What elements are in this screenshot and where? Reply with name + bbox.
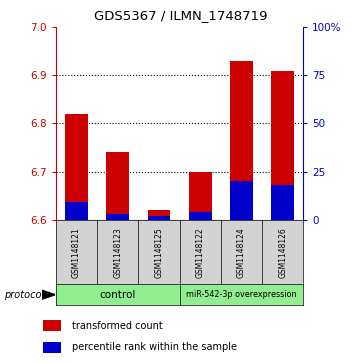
Bar [230, 181, 253, 220]
Text: control: control [100, 290, 136, 299]
Text: transformed count: transformed count [72, 321, 163, 331]
Bar [43, 320, 61, 331]
Text: miR-542-3p overexpression: miR-542-3p overexpression [186, 290, 297, 299]
Bar [65, 202, 88, 220]
Text: protocol: protocol [4, 290, 44, 300]
Bar [65, 114, 88, 220]
Text: GSM1148124: GSM1148124 [237, 227, 246, 278]
Text: GSM1148125: GSM1148125 [155, 227, 164, 278]
Bar [148, 210, 170, 220]
Text: GSM1148123: GSM1148123 [113, 227, 122, 278]
Text: GSM1148126: GSM1148126 [278, 227, 287, 278]
Polygon shape [42, 290, 55, 299]
Text: percentile rank within the sample: percentile rank within the sample [72, 342, 237, 352]
Bar [271, 70, 294, 220]
Text: GSM1148122: GSM1148122 [196, 227, 205, 278]
Bar [106, 152, 129, 220]
Bar [189, 172, 212, 220]
Text: GSM1148121: GSM1148121 [72, 227, 81, 278]
Bar [43, 342, 61, 353]
Bar [148, 216, 170, 220]
Bar [189, 212, 212, 220]
Bar [106, 214, 129, 220]
Bar [271, 185, 294, 220]
Text: GDS5367 / ILMN_1748719: GDS5367 / ILMN_1748719 [94, 9, 267, 22]
Bar [230, 61, 253, 220]
